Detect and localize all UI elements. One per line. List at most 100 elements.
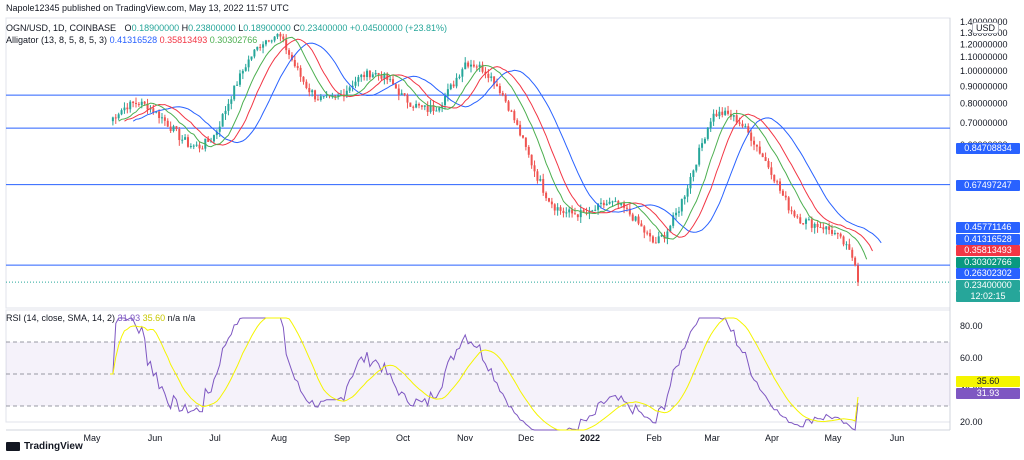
- candle-body: [634, 216, 637, 221]
- candle-body: [562, 210, 565, 214]
- candle-body: [796, 216, 799, 218]
- rsi-value: 31.93: [117, 313, 141, 323]
- low-value: 0.18900000: [243, 23, 291, 33]
- candle-body: [510, 110, 513, 112]
- candle-body: [721, 111, 724, 115]
- candle-body: [591, 210, 594, 212]
- candle-body: [669, 225, 672, 232]
- candle-body: [680, 199, 683, 212]
- candle-body: [819, 227, 822, 229]
- candle-body: [594, 209, 597, 211]
- time-axis-label: Jul: [209, 433, 221, 443]
- alligator-teeth-value: 0.35813493: [159, 35, 208, 45]
- candle-body: [172, 126, 175, 131]
- candle-body: [308, 87, 311, 93]
- candle-body: [123, 107, 126, 111]
- candle-body: [779, 181, 782, 191]
- candle-body: [143, 101, 146, 104]
- price-tick-label: 1.00000000: [960, 66, 1008, 76]
- candle-body: [614, 201, 617, 203]
- candle-body: [325, 95, 328, 97]
- rsi-badge: 31.93: [956, 388, 1020, 399]
- candle-body: [158, 111, 161, 119]
- candle-body: [571, 209, 574, 214]
- candle-body: [420, 105, 423, 107]
- candle-body: [178, 129, 181, 141]
- candle-body: [738, 122, 741, 124]
- candle-body: [134, 103, 137, 105]
- candle-body: [706, 127, 709, 139]
- candle-body: [715, 113, 718, 117]
- candle-body: [270, 40, 273, 42]
- candle-body: [129, 101, 132, 110]
- candle-body: [230, 99, 233, 104]
- candle-body: [611, 201, 614, 203]
- candle-body: [498, 86, 501, 94]
- candle-body: [773, 174, 776, 182]
- rsi-na-1: n/a: [167, 313, 181, 323]
- rsi-line: [110, 317, 859, 431]
- candle-body: [631, 214, 634, 221]
- price-badge: 0.26302302: [956, 268, 1020, 279]
- candle-body: [464, 62, 467, 70]
- candle-body: [712, 113, 715, 122]
- candle-body: [169, 126, 172, 131]
- candle-body: [839, 233, 842, 237]
- tradingview-logo-icon: [6, 442, 20, 451]
- candle-body: [189, 146, 192, 148]
- rsi-tick-label: 20.00: [960, 417, 983, 427]
- candle-body: [683, 196, 686, 200]
- candle-body: [418, 103, 421, 106]
- candle-body: [836, 233, 839, 235]
- open-value: 0.18900000: [131, 23, 180, 33]
- candle-body: [429, 105, 432, 112]
- candle-body: [620, 203, 623, 205]
- candle-body: [181, 139, 184, 141]
- candle-body: [750, 132, 753, 141]
- candle-body: [724, 110, 727, 115]
- candle-body: [244, 67, 247, 71]
- candle-body: [368, 70, 371, 78]
- candle-body: [273, 36, 276, 41]
- price-badge: 0.35813493: [956, 245, 1020, 256]
- candle-body: [345, 90, 348, 97]
- candle-body: [403, 93, 406, 96]
- candle-body: [446, 89, 449, 97]
- candle-body: [354, 81, 357, 86]
- candle-body: [507, 101, 510, 111]
- time-axis-label: Apr: [765, 433, 779, 443]
- candle-body: [363, 74, 366, 78]
- candle-body: [845, 244, 848, 246]
- candle-body: [452, 84, 455, 87]
- currency-button[interactable]: USD: [972, 22, 1000, 34]
- time-axis-label: 2022: [580, 433, 600, 443]
- high-label: H: [181, 23, 189, 33]
- candle-body: [299, 67, 302, 77]
- candle-body: [132, 101, 135, 104]
- candle-body: [163, 117, 166, 121]
- alligator-legend: Alligator (13, 8, 5, 8, 5, 3) 0.41316528…: [6, 35, 257, 45]
- candle-body: [793, 211, 796, 217]
- time-axis-label: Dec: [518, 433, 535, 443]
- alligator-label: Alligator (13, 8, 5, 8, 5, 3): [6, 35, 108, 45]
- candle-body: [487, 73, 490, 78]
- candle-body: [579, 210, 582, 218]
- candle-body: [322, 96, 325, 98]
- candle-body: [542, 178, 545, 193]
- candle-body: [227, 103, 230, 111]
- price-tick-label: 0.90000000: [960, 81, 1008, 91]
- candle-body: [334, 95, 337, 97]
- candle-body: [854, 257, 857, 266]
- candle-body: [380, 74, 383, 79]
- time-axis-label: Jun: [148, 433, 163, 443]
- candle-body: [400, 93, 403, 96]
- footer-brand[interactable]: TradingView: [6, 441, 83, 452]
- candle-body: [718, 111, 721, 117]
- candle-body: [458, 76, 461, 78]
- candle-body: [449, 84, 452, 90]
- price-tick-label: 1.20000000: [960, 39, 1008, 49]
- candle-body: [677, 211, 680, 213]
- candle-body: [253, 49, 256, 57]
- candle-body: [527, 146, 530, 155]
- candle-body: [478, 64, 481, 68]
